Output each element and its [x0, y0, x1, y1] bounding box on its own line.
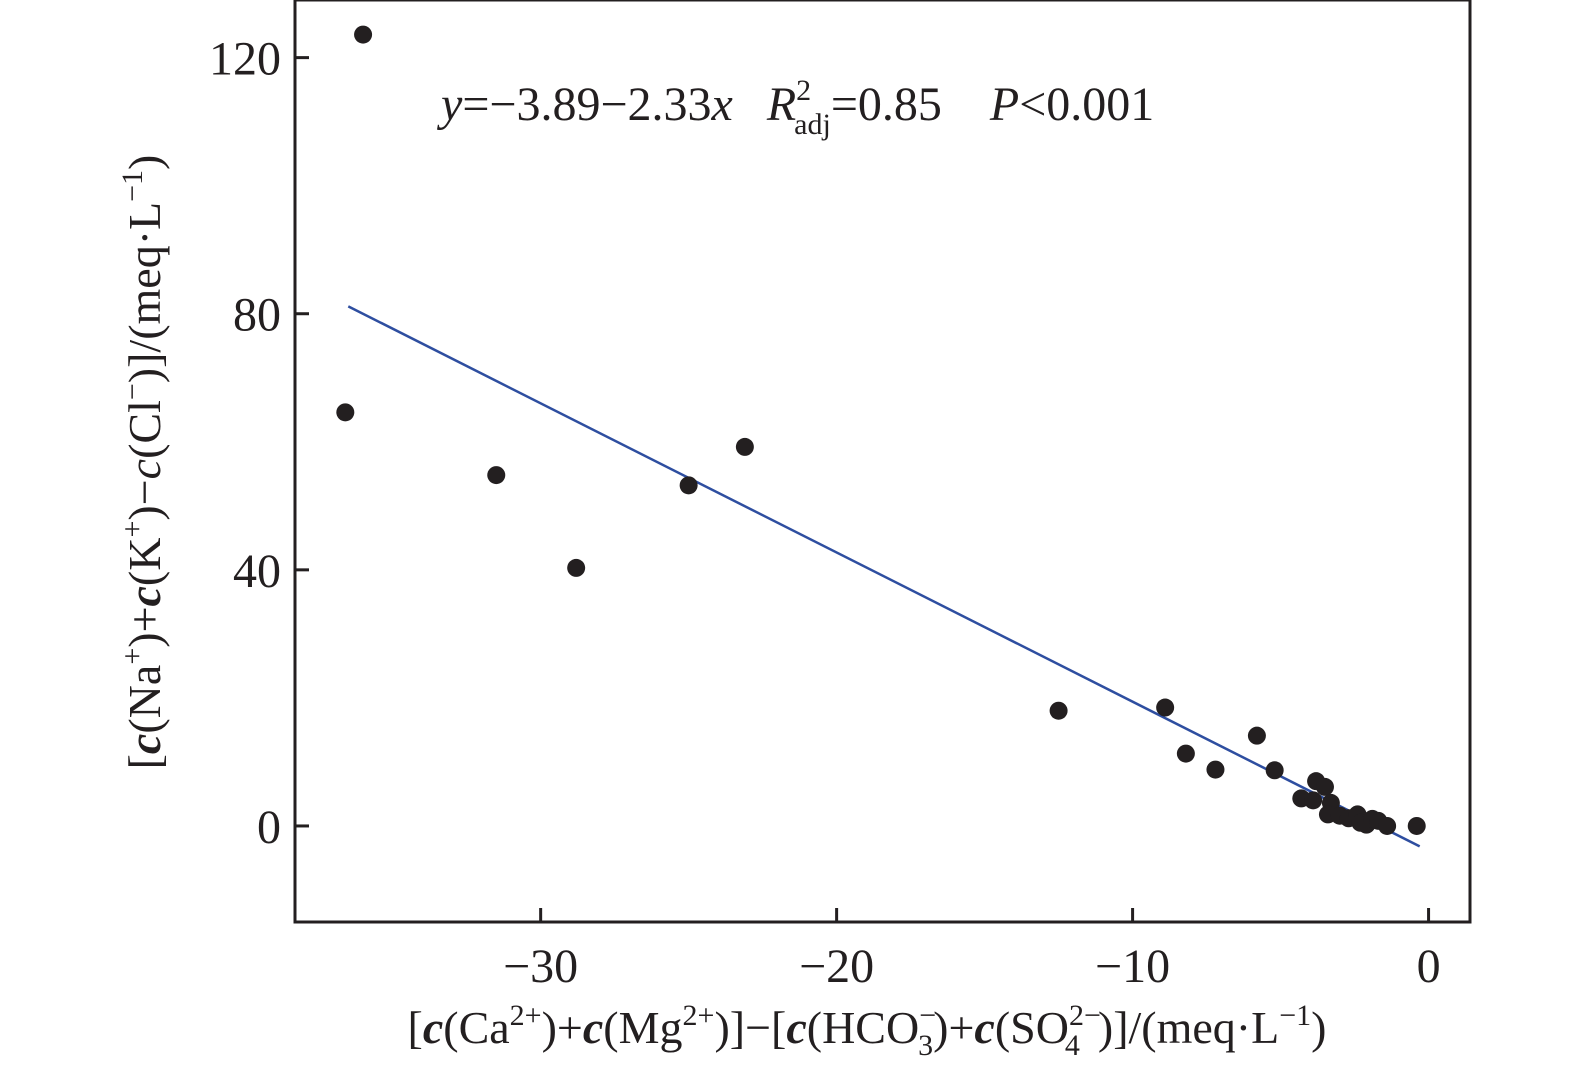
y-axis-label: [c(Na+)+c(K+)−c(Cl−)]/(meq·L−1)	[116, 155, 170, 770]
y-tick-label: 0	[257, 801, 281, 854]
x-tick-label: −20	[799, 940, 874, 993]
data-point	[1206, 760, 1225, 779]
fit-line-layer	[347, 305, 1421, 848]
data-point	[487, 466, 506, 485]
axis-tick-labels: −30 −20 −10 0 0 40 80 120	[209, 33, 1441, 993]
data-point	[567, 558, 586, 577]
x-tick-label: −10	[1095, 940, 1170, 993]
y-tick-label: 40	[233, 545, 281, 598]
data-point	[735, 437, 754, 456]
x-axis-label: [c(Ca2+)+c(Mg2+)]−[c(HCO− 3)+c(SO2− 4)]/(m…	[408, 999, 1327, 1062]
data-point	[679, 476, 698, 495]
data-point	[336, 403, 355, 422]
regression-line	[347, 305, 1421, 848]
regression-equation: y=−3.89−2.33x R2 adj=0.85 P<0.001	[436, 74, 1154, 141]
y-tick-label: 120	[209, 33, 281, 86]
data-point	[1049, 701, 1068, 720]
x-tick-label: −30	[503, 940, 578, 993]
plot-frame	[293, 0, 1472, 924]
data-point	[1304, 791, 1323, 810]
data-point	[1378, 816, 1397, 835]
y-tick-label: 80	[233, 289, 281, 342]
data-point	[1247, 726, 1266, 745]
data-point	[1156, 698, 1175, 717]
data-point	[354, 25, 373, 44]
data-points	[336, 25, 1426, 835]
data-point	[1315, 777, 1334, 796]
axis-ticks	[295, 56, 1431, 922]
data-point	[1407, 816, 1426, 835]
data-point	[1176, 744, 1195, 763]
x-tick-label: 0	[1417, 940, 1441, 993]
data-point	[1265, 761, 1284, 780]
